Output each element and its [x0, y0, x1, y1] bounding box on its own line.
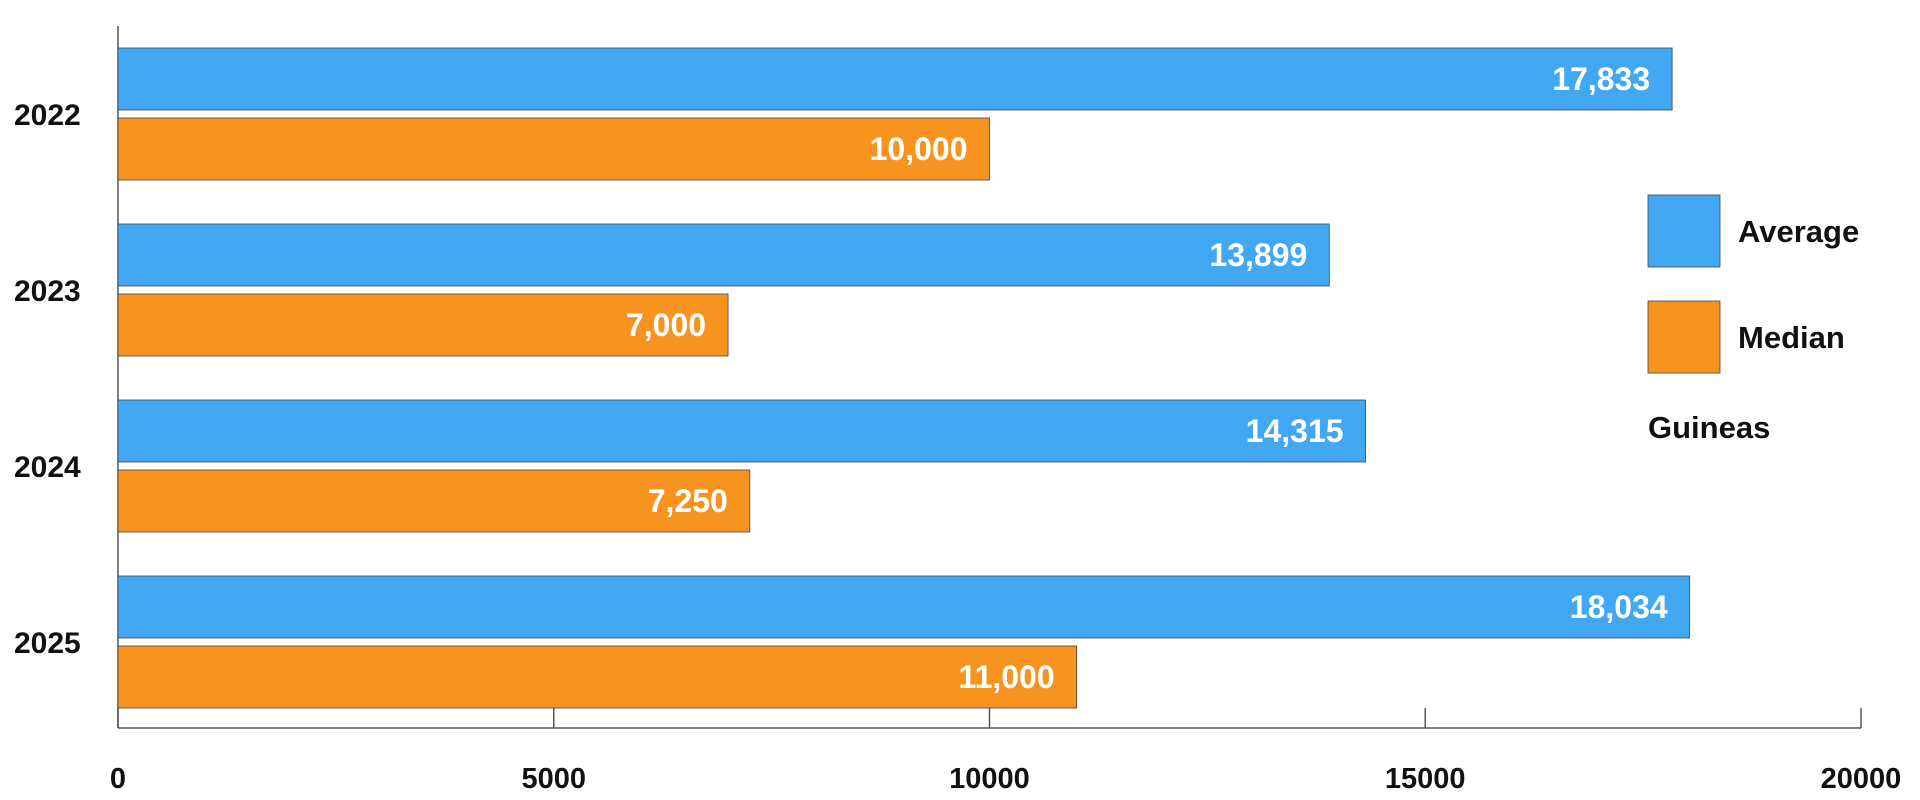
data-label: 7,250 [648, 483, 728, 519]
legend-label: Median [1738, 320, 1845, 355]
bar-average-2025 [117, 575, 1691, 639]
unit-label: Guineas [1648, 410, 1770, 445]
legend: Average Median [1647, 194, 1859, 374]
bar-median-2023 [117, 293, 729, 357]
legend-swatch-median [1647, 300, 1721, 374]
x-tick-label: 5000 [521, 763, 586, 795]
bar-average-2023 [117, 223, 1330, 287]
x-tick-label: 10000 [949, 763, 1030, 795]
bar-median-2025 [117, 645, 1078, 709]
category-label: 2022 [14, 99, 81, 132]
data-label: 7,000 [626, 307, 706, 343]
data-label: 14,315 [1246, 413, 1344, 449]
legend-swatch-average [1647, 194, 1721, 268]
data-label: 17,833 [1552, 61, 1650, 97]
category-label: 2024 [14, 451, 81, 484]
x-tick-label: 20000 [1821, 763, 1902, 795]
category-labels: 2022 2023 2024 2025 [14, 99, 81, 660]
data-label: 18,034 [1570, 589, 1668, 625]
bar-average-2024 [117, 399, 1366, 463]
x-tick-label: 0 [110, 763, 126, 795]
legend-label: Average [1738, 214, 1859, 249]
bar-median-2022 [117, 117, 990, 181]
bars: 17,833 10,000 13,899 7,000 14,315 7,250 18,034… [117, 47, 1691, 709]
bar-median-2024 [117, 469, 751, 533]
data-label: 13,899 [1209, 237, 1307, 273]
x-axis-ticks: 0 5000 10000 15000 20000 [110, 708, 1901, 795]
category-label: 2025 [14, 627, 81, 660]
bar-average-2022 [117, 47, 1673, 111]
x-tick-label: 15000 [1385, 763, 1466, 795]
category-label: 2023 [14, 275, 81, 308]
data-label: 10,000 [870, 131, 968, 167]
data-label: 11,000 [959, 659, 1055, 695]
